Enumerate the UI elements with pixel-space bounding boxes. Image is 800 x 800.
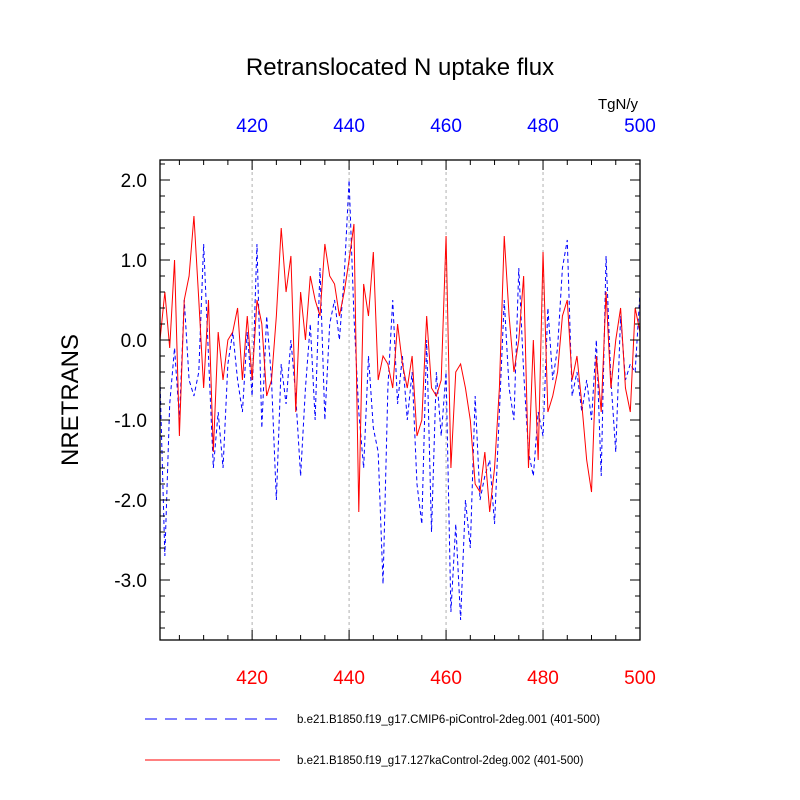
series-line-1 — [159, 179, 641, 621]
y-axis-label: NRETRANS — [57, 334, 84, 466]
series-line-2 — [159, 215, 641, 513]
x-tick-label-top: 480 — [527, 116, 559, 137]
series-layer — [159, 179, 641, 621]
y-tick-label: 1.0 — [121, 251, 147, 272]
x-tick-label-top: 500 — [624, 116, 656, 137]
legend: b.e21.B1850.f19_g17.CMIP6-piControl-2deg… — [145, 714, 600, 767]
x-tick-label-bottom: 440 — [333, 668, 365, 689]
legend-label-2: b.e21.B1850.f19_g17.127kaControl-2deg.00… — [297, 755, 584, 767]
chart-title: Retranslocated N uptake flux — [246, 54, 554, 81]
x-tick-label-bottom: 480 — [527, 668, 559, 689]
legend-label-1: b.e21.B1850.f19_g17.CMIP6-piControl-2deg… — [297, 714, 600, 726]
axes-layer: 420 420 440 440 460 460 480 480 500 500 2.0 1.0 0.0 -… — [114, 116, 656, 689]
y-tick-label: -1.0 — [114, 411, 147, 432]
y-tick-label: 0.0 — [121, 331, 147, 352]
y-tick-label: -2.0 — [114, 491, 147, 512]
x-tick-label-top: 460 — [430, 116, 462, 137]
x-tick-label-top: 420 — [236, 116, 268, 137]
x-tick-label-top: 440 — [333, 116, 365, 137]
plot-frame — [159, 159, 641, 641]
x-tick-label-bottom: 500 — [624, 668, 656, 689]
y-tick-label: -3.0 — [114, 571, 147, 592]
y-tick-label: 2.0 — [121, 171, 147, 192]
x-tick-label-bottom: 460 — [430, 668, 462, 689]
units-label: TgN/y — [598, 96, 639, 113]
x-tick-label-bottom: 420 — [236, 668, 268, 689]
